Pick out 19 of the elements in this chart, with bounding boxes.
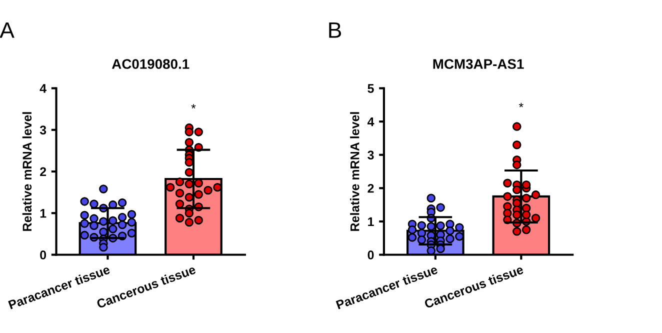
text: A [0, 22, 14, 38]
y-tick-label: 4 [367, 117, 374, 126]
annotation: * [191, 104, 196, 108]
chart-title: AC019080.1 [112, 59, 190, 69]
text: B [329, 22, 342, 38]
y-tick-label: 3 [368, 150, 374, 160]
y-tick-label: 1 [40, 209, 46, 218]
y-tick-label: 0 [368, 250, 374, 260]
y-tick-label: 4 [40, 84, 46, 93]
y-tick-label: 5 [368, 84, 374, 93]
y-tick-label: 3 [40, 126, 46, 135]
annotation: * [518, 102, 524, 108]
y-tick-label: 2 [368, 184, 374, 193]
y-tick-label: 1 [368, 217, 374, 226]
chart-title: MCM3AP-AS1 [433, 59, 524, 69]
y-axis-title: Relative mRNA level [22, 112, 32, 231]
y-tick-label: 2 [40, 167, 46, 176]
y-tick-label: 0 [40, 250, 46, 260]
y-axis-title: Relative mRNA level [350, 112, 360, 231]
